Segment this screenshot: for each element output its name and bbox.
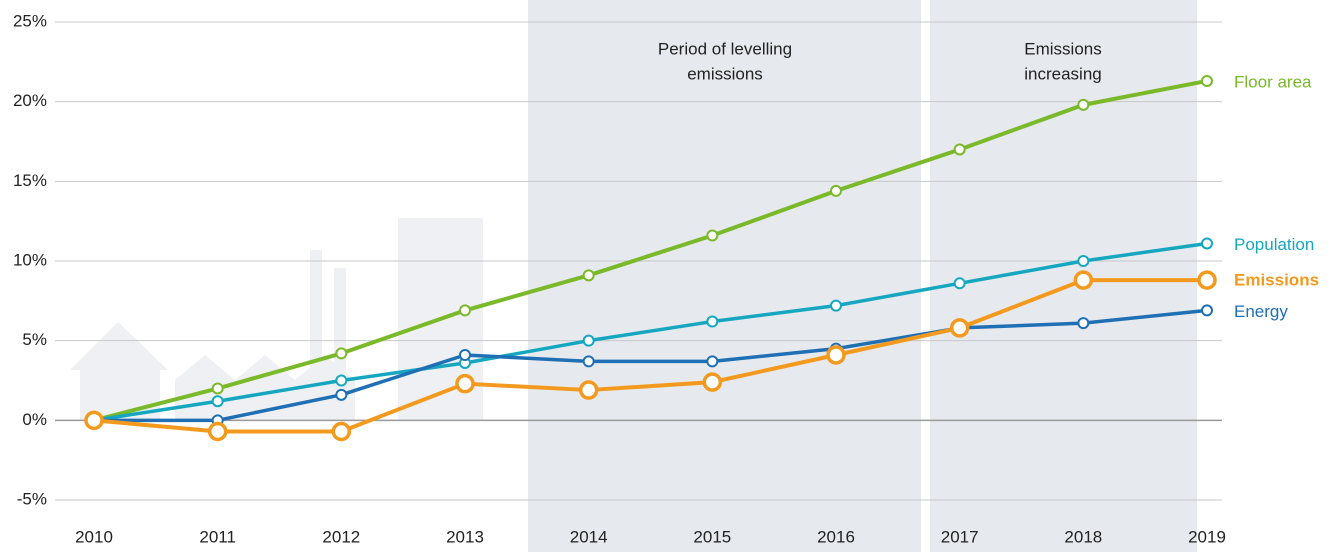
house-icon — [70, 322, 168, 420]
y-tick-label: -5% — [17, 489, 47, 508]
x-tick-label: 2017 — [941, 527, 979, 546]
data-point — [335, 388, 348, 401]
data-point — [706, 355, 719, 368]
data-point — [1073, 270, 1094, 290]
data-point — [953, 143, 966, 156]
period-label: Emissions — [1024, 39, 1101, 58]
plot: Floor area Population Energy Emissions — [84, 72, 1319, 442]
grid: -5% 0% 5% 10% 15% 20% 25% 2010 2011 2012 2013 2014 2… — [13, 11, 1226, 546]
data-point — [1077, 317, 1090, 330]
data-point — [582, 269, 595, 282]
data-point — [211, 395, 224, 408]
y-tick-label: 15% — [13, 171, 47, 190]
legend-label: Emissions — [1234, 271, 1319, 290]
data-point — [1201, 237, 1213, 250]
x-tick-label: 2015 — [693, 527, 731, 546]
data-point — [949, 318, 970, 338]
data-point — [1201, 74, 1213, 87]
y-tick-label: 25% — [13, 11, 47, 30]
series-line — [93, 78, 1208, 423]
chimney-icon — [310, 250, 322, 420]
x-tick-label: 2019 — [1188, 527, 1226, 546]
data-point — [706, 315, 719, 328]
x-tick-label: 2018 — [1064, 527, 1102, 546]
series-line — [93, 241, 1208, 423]
data-point — [582, 355, 595, 368]
data-point — [582, 334, 595, 347]
data-point — [459, 349, 471, 362]
data-point — [830, 299, 842, 312]
data-point — [1077, 98, 1090, 111]
data-point — [459, 304, 471, 317]
series-line — [94, 308, 1208, 423]
data-point — [1077, 255, 1090, 267]
x-tick-label: 2011 — [199, 527, 236, 546]
data-point — [211, 382, 224, 395]
data-point — [455, 373, 475, 394]
legend-label: Energy — [1234, 302, 1288, 321]
y-tick-label: 20% — [13, 91, 47, 110]
series-line — [93, 278, 1207, 434]
data-point — [335, 347, 348, 360]
data-point — [331, 421, 352, 442]
data-point — [335, 374, 348, 387]
y-tick-label: 0% — [22, 410, 47, 429]
legend-label: Population — [1234, 235, 1314, 254]
data-point — [84, 410, 104, 431]
y-tick-label: 5% — [22, 330, 47, 349]
period-label: increasing — [1024, 64, 1102, 83]
legend-label: Floor area — [1234, 72, 1312, 91]
period-label: emissions — [687, 64, 763, 83]
data-point — [1201, 304, 1213, 317]
data-point — [953, 277, 966, 290]
x-tick-label: 2012 — [322, 527, 360, 546]
x-tick-label: 2016 — [817, 527, 855, 546]
x-tick-label: 2013 — [446, 527, 484, 546]
x-tick-label: 2014 — [570, 527, 608, 546]
data-point — [578, 380, 599, 400]
x-tick-label: 2010 — [75, 527, 113, 546]
data-point — [1197, 270, 1217, 290]
y-tick-label: 10% — [13, 250, 47, 269]
data-point — [702, 372, 723, 392]
data-point — [826, 345, 846, 365]
data-point — [706, 229, 719, 242]
period-label: Period of levelling — [658, 39, 792, 58]
data-point — [830, 184, 842, 197]
data-point — [207, 421, 228, 442]
